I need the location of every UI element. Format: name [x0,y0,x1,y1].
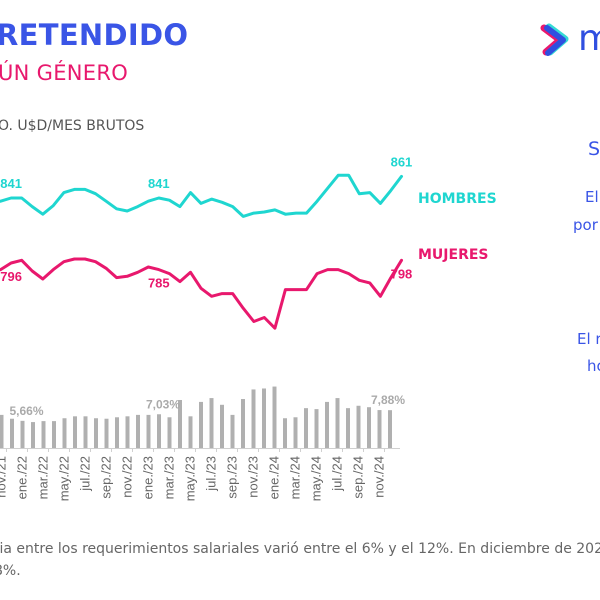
x-tick-label: may./24 [309,456,324,501]
line-data-label: 861 [391,154,413,169]
bar [20,420,25,448]
legend-hombres: HOMBRES [418,191,497,207]
bar [272,386,277,448]
page-subtitle: ÚN GÉNERO [0,61,129,85]
x-tick-label: jul./24 [330,456,345,492]
line-data-label: 841 [0,176,22,191]
bar [41,421,46,448]
bar [283,418,287,448]
side-text-line: El r [577,330,600,348]
x-tick-label: ene./22 [15,456,30,499]
bar [199,401,203,448]
bar [367,407,371,448]
brand-logo-icon [540,23,569,56]
bar [293,417,298,448]
bar [230,414,235,448]
units-label: O. U$D/MES BRUTOS [0,118,145,134]
bar [10,418,14,448]
x-tick-label: nov./23 [246,456,261,498]
line-data-label: 785 [148,276,170,291]
bar [188,416,193,448]
bar [335,398,340,448]
bar [157,414,161,448]
footnote-line: 8%. [0,563,21,579]
bar [94,418,98,448]
bar [73,416,77,448]
x-tick-label: sep./24 [351,456,366,499]
x-tick-label: jul./22 [78,456,93,492]
side-text-line: El [585,188,599,206]
bar [31,422,35,448]
bar [0,414,4,448]
bar-data-label: 5,66% [9,404,43,418]
salary-chart: 841 841 861 HOMBRES 796 785 798 MUJERES 5,66% 7,0… [0,154,497,501]
bar [388,410,392,448]
bar [167,417,172,448]
x-tick-label: may./22 [57,456,72,501]
bar [104,418,109,448]
x-tick-label: sep./23 [225,456,240,499]
bar-data-label: 7,03% [146,397,180,411]
footnote-line: tia entre los requerimientos salariales … [0,541,600,557]
brand-logo-text: m [578,18,600,59]
bar [125,416,130,448]
x-tick-label: ene./23 [141,456,156,499]
line-data-label: 841 [148,176,170,191]
bar [209,398,214,448]
bar [262,388,266,448]
x-tick-label: jul./23 [204,456,219,492]
x-tick-label: nov./21 [0,456,9,498]
bar [220,404,224,448]
bar [241,399,245,448]
x-tick-label: mar./24 [288,456,303,499]
side-text-line: por [573,216,598,234]
bar [314,409,319,448]
bar [325,401,329,448]
bar [178,400,182,448]
bar [251,389,256,448]
bar [346,408,350,448]
bar [146,414,151,448]
bar [52,421,56,448]
x-tick-label: sep./22 [99,456,114,499]
line-data-label: 798 [391,266,413,281]
line-series-hombres [0,173,403,218]
page-title: RETENDIDO [0,18,189,52]
bar-data-label: 7,88% [371,393,405,407]
line-data-label: 796 [0,269,22,284]
side-text-line: ho [587,357,600,375]
bar [115,417,119,448]
bar [62,418,67,448]
bar [377,410,382,448]
x-tick-label: mar./23 [162,456,177,499]
footnote: tia entre los requerimientos salariales … [0,538,600,582]
bar [356,405,361,448]
bar [136,414,140,448]
line-series-mujeres [0,257,403,330]
x-tick-label: ene./24 [267,456,282,499]
legend-mujeres: MUJERES [418,247,489,263]
x-tick-label: nov./24 [372,456,387,498]
side-heading: S [588,138,600,160]
bar [83,416,88,448]
x-tick-label: nov./22 [120,456,135,498]
bar [304,408,308,448]
x-tick-label: may./23 [183,456,198,501]
x-tick-label: mar./22 [36,456,51,499]
